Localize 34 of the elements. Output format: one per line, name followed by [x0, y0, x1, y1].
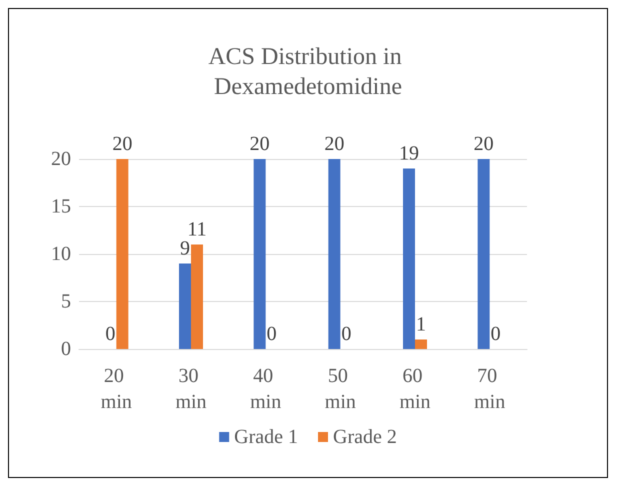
data-label: 1 — [416, 314, 426, 336]
y-tick-label: 0 — [61, 338, 71, 360]
data-label: 20 — [324, 133, 344, 155]
y-tick-label: 20 — [51, 148, 71, 170]
bar — [328, 159, 340, 349]
x-tick-label: 60 min — [399, 365, 431, 413]
chart-title: ACS Distribution in Dexamedetomidine — [208, 44, 408, 100]
x-tick-label: 30 min — [175, 365, 207, 413]
x-tick-label: 50 min — [324, 365, 356, 413]
legend-label: Grade 1 — [234, 426, 298, 448]
data-label: 0 — [105, 323, 116, 345]
bar — [254, 159, 266, 349]
bar — [179, 264, 191, 349]
y-tick-label: 15 — [51, 196, 71, 218]
y-tick-label: 10 — [51, 243, 71, 265]
bar — [403, 168, 415, 349]
data-label: 20 — [250, 133, 270, 155]
x-tick-label: 40 min — [250, 365, 282, 413]
data-label: 0 — [341, 323, 352, 345]
bar — [116, 159, 128, 349]
bar — [415, 340, 427, 349]
data-label: 20 — [474, 133, 494, 155]
bar — [191, 244, 203, 349]
bar — [478, 159, 490, 349]
y-tick-label: 5 — [61, 290, 71, 312]
data-label: 19 — [399, 142, 419, 164]
data-label: 0 — [490, 323, 501, 345]
data-label: 11 — [187, 218, 207, 240]
data-label: 9 — [180, 238, 190, 260]
data-label: 0 — [266, 323, 277, 345]
x-tick-label: 20 min — [100, 365, 132, 413]
x-tick-label: 70 min — [474, 365, 506, 413]
data-label: 20 — [112, 133, 132, 155]
legend-label: Grade 2 — [333, 426, 397, 448]
